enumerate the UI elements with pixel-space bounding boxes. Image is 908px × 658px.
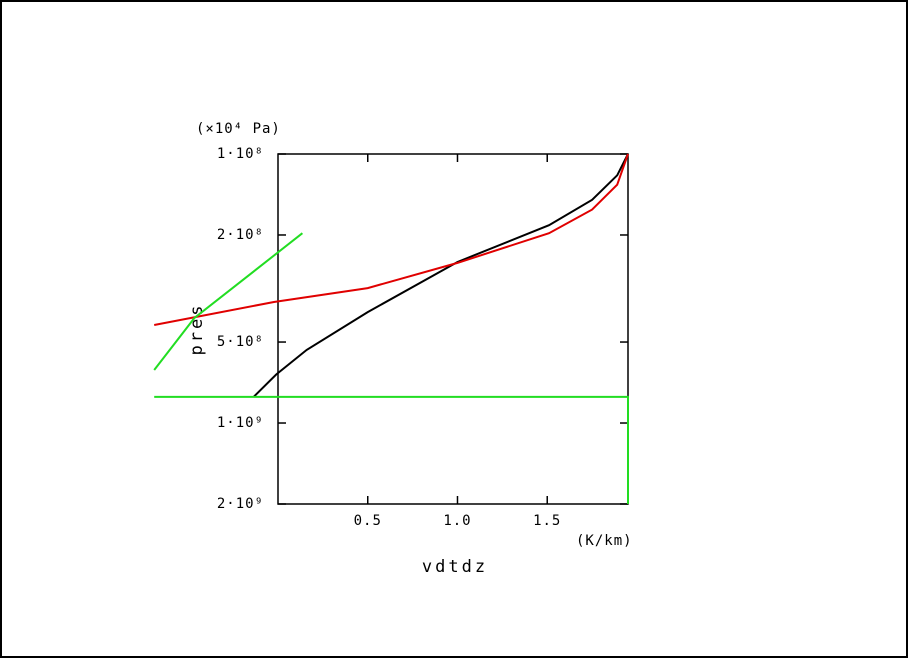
- y-tick-label: 1·10⁹: [217, 415, 264, 431]
- data-line: [154, 395, 629, 504]
- x-tick-label: 1.5: [533, 513, 561, 529]
- y-tick-label: 2·10⁹: [217, 496, 264, 512]
- x-tick-label: 1.0: [443, 513, 471, 529]
- y-unit: (×10⁴ Pa): [196, 121, 281, 137]
- x-tick-label: 0.5: [354, 513, 382, 529]
- x-axis-label: vdtdz: [422, 557, 488, 577]
- data-line: [153, 232, 304, 371]
- plot-frame: [277, 153, 629, 505]
- x-unit: (K/km): [576, 533, 633, 549]
- y-tick-label: 5·10⁸: [217, 334, 264, 350]
- y-tick-label: 1·10⁸: [217, 146, 264, 162]
- data-line: [154, 153, 629, 326]
- y-tick-label: 2·10⁸: [217, 227, 264, 243]
